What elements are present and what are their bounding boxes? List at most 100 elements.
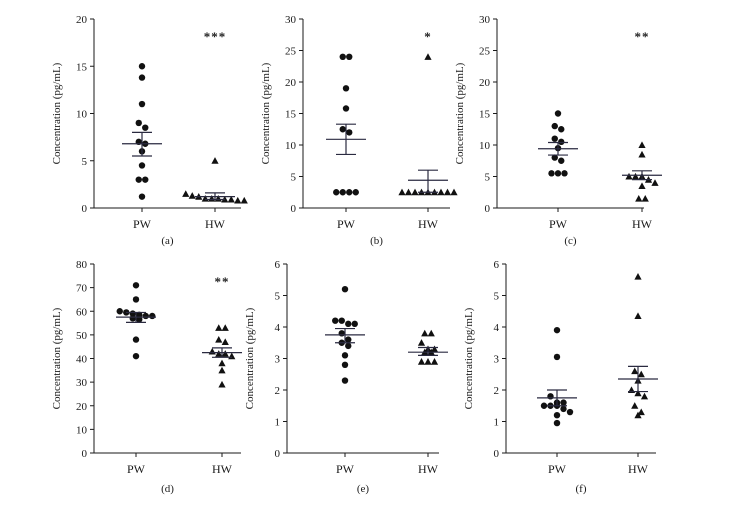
panel-3-pw-point bbox=[551, 154, 558, 161]
panel-6-y-tick-label: 0 bbox=[494, 448, 500, 460]
panel-4-pw-point bbox=[149, 312, 156, 320]
panel-6-hw-point bbox=[634, 389, 642, 397]
panel-6-panel-label: (f) bbox=[576, 483, 587, 495]
panel-5-pw-point bbox=[345, 336, 352, 343]
panel-4-pw-point bbox=[136, 316, 143, 323]
panel-6-hw-point bbox=[637, 408, 645, 416]
panel-4-hw-point bbox=[218, 359, 226, 367]
panel-4-pw-point bbox=[132, 336, 140, 343]
panel-4-pw-point bbox=[132, 352, 140, 360]
panel-5-hw-point bbox=[424, 358, 432, 365]
panel-2-pw-point bbox=[342, 85, 350, 92]
panel-6-pw-point bbox=[547, 393, 554, 400]
panel-1-x-tick-label-pw: PW bbox=[133, 217, 152, 231]
panel-5-hw-point bbox=[417, 358, 426, 365]
panel-6-y-tick-label: 2 bbox=[494, 385, 500, 397]
panel-1-hw-point bbox=[188, 192, 196, 199]
panel-3-hw-point bbox=[631, 172, 640, 180]
panel-1-hw-point bbox=[182, 190, 190, 197]
panel-3-hw-point bbox=[641, 194, 649, 202]
panel-2-y-tick-label: 0 bbox=[291, 203, 297, 215]
panel-6-pw-point bbox=[553, 419, 561, 427]
panel-2-y-tick-label: 10 bbox=[285, 140, 297, 152]
panel-5-hw-point bbox=[417, 339, 426, 346]
panel-2-y-tick-label: 30 bbox=[285, 14, 297, 26]
panel-5-y-tick-label: 3 bbox=[275, 354, 281, 366]
panel-4-pw-point bbox=[116, 308, 123, 315]
panel-4-x-tick-label-hw: HW bbox=[212, 462, 233, 476]
panel-4-y-tick-label: 10 bbox=[76, 424, 88, 436]
panel-5-pw-point bbox=[341, 352, 349, 359]
panel-3-x-tick-label-pw: PW bbox=[549, 217, 568, 231]
panel-6-hw-point bbox=[634, 273, 642, 280]
panel-3-y-tick-label: 30 bbox=[479, 14, 491, 26]
panel-5-y-tick-label: 0 bbox=[275, 448, 281, 460]
panel-1-y-tick-label: 15 bbox=[76, 61, 88, 73]
panel-2-hw-point bbox=[437, 188, 445, 196]
panel-1-y-tick-label: 5 bbox=[82, 156, 88, 168]
panel-1-y-tick-label: 20 bbox=[76, 14, 88, 26]
panel-6-hw-point bbox=[637, 370, 645, 378]
panel-3-y-tick-label: 15 bbox=[479, 109, 491, 121]
panel-3-pw-point bbox=[551, 122, 558, 130]
panel-4-x-tick-label-pw: PW bbox=[127, 462, 146, 476]
panel-2-pw-point bbox=[346, 129, 353, 136]
panel-5-y-tick-label: 5 bbox=[275, 291, 281, 303]
panel-5-x-tick-label-hw: HW bbox=[418, 462, 439, 476]
panel-6-pw-point bbox=[560, 399, 567, 406]
panel-3-y-tick-label: 10 bbox=[479, 140, 491, 152]
panel-2-pw-point bbox=[333, 189, 340, 196]
panel-1-x-tick-label-hw: HW bbox=[205, 217, 226, 231]
panel-1-hw-point bbox=[201, 194, 209, 202]
panel-4-pw-point bbox=[132, 296, 140, 303]
panel-5-pw-point bbox=[345, 320, 352, 328]
panel-5-pw-point bbox=[341, 361, 349, 368]
panel-3-hw-point bbox=[638, 182, 646, 190]
panel-2-y-tick-label: 20 bbox=[285, 77, 297, 89]
panel-3-panel-label: (c) bbox=[564, 235, 577, 247]
panel-4-pw-point bbox=[136, 311, 143, 318]
panel-2-pw-point bbox=[346, 53, 353, 60]
panel-3-hw-point bbox=[651, 179, 659, 186]
panel-6-hw-point bbox=[634, 312, 642, 320]
panel-4-y-tick-label: 80 bbox=[76, 259, 88, 271]
panel-4-significance-mark: ** bbox=[215, 274, 230, 289]
panel-4-hw-point bbox=[221, 350, 229, 357]
panel-5-hw-point bbox=[421, 329, 429, 337]
panel-4-hw-point bbox=[221, 338, 229, 346]
panel-1-y-tick-label: 0 bbox=[82, 203, 88, 215]
panel-4-pw-point bbox=[129, 315, 136, 322]
panel-1-hw-point bbox=[214, 194, 222, 202]
panel-3-y-axis-title: Concentration (pg/mL) bbox=[454, 62, 466, 164]
panel-1-pw-point bbox=[138, 193, 146, 200]
panel-1-panel-label: (a) bbox=[161, 235, 174, 247]
panel-6-pw-point bbox=[566, 408, 574, 416]
panel-2-y-tick-label: 15 bbox=[285, 109, 297, 121]
panel-4-pw-point bbox=[132, 282, 140, 289]
panel-2-x-tick-label-hw: HW bbox=[418, 217, 439, 231]
panel-4-hw-point bbox=[228, 352, 236, 360]
panel-5-pw-point bbox=[341, 377, 349, 384]
panel-3-significance-mark: ** bbox=[635, 29, 650, 44]
panel-3-pw-point bbox=[551, 135, 558, 142]
panel-5-pw-point bbox=[341, 286, 349, 293]
panel-2-x-tick-label-pw: PW bbox=[337, 217, 356, 231]
panel-6-pw-point bbox=[540, 402, 548, 409]
panel-4-y-tick-label: 30 bbox=[76, 377, 88, 389]
panel-5-hw-point bbox=[430, 345, 439, 353]
panel-2-pw-point bbox=[352, 189, 359, 196]
panel-1-y-axis-title: Concentration (pg/mL) bbox=[51, 62, 63, 164]
panel-3-pw-point bbox=[554, 170, 562, 177]
panel-5-pw-point bbox=[338, 317, 345, 324]
panel-4-hw-point bbox=[215, 336, 223, 343]
panel-1-pw-point bbox=[138, 100, 146, 108]
panel-6-pw-point bbox=[553, 326, 561, 334]
panel-3-pw-point bbox=[554, 110, 562, 117]
panel-2-significance-mark: * bbox=[424, 29, 432, 44]
panel-5-hw-point bbox=[430, 358, 439, 365]
panel-1-hw-point bbox=[227, 195, 235, 203]
panel-3-pw-point bbox=[548, 170, 555, 177]
panel-1-hw-point bbox=[208, 194, 216, 202]
panel-5-y-tick-label: 2 bbox=[275, 385, 281, 397]
